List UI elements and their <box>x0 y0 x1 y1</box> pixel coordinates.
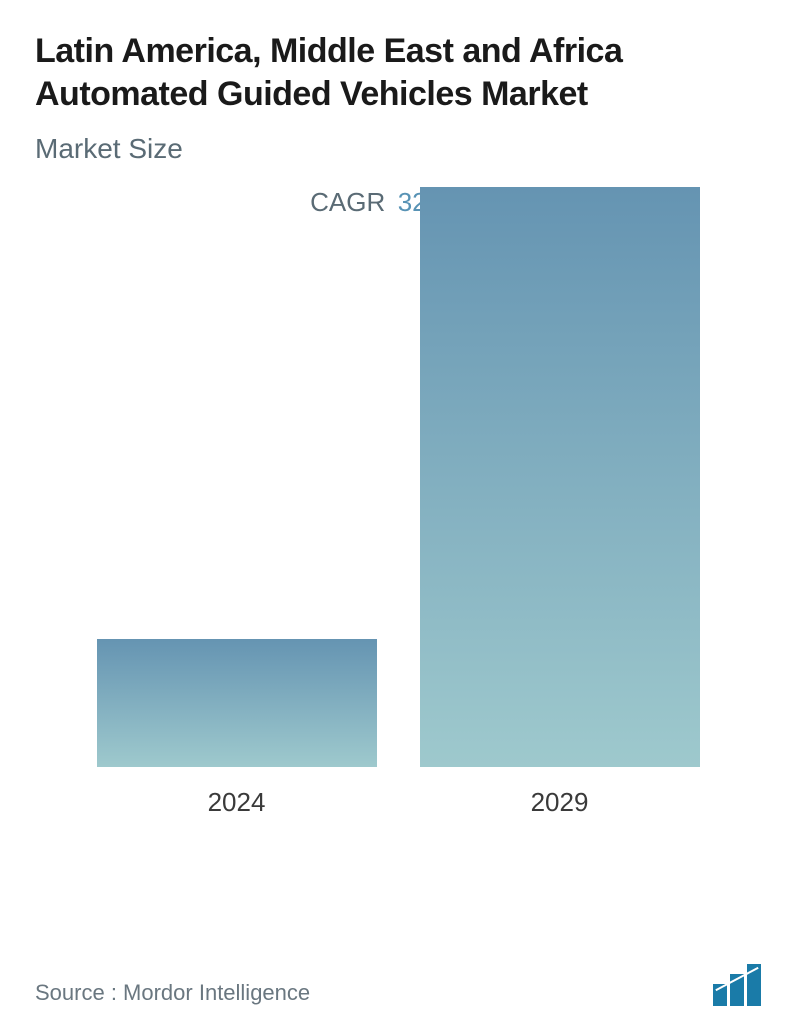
chart-subtitle: Market Size <box>35 133 761 165</box>
bar-1 <box>420 187 700 767</box>
bar-0 <box>97 639 377 767</box>
bar-label-0: 2024 <box>208 787 266 818</box>
bars-container: 2024 2029 <box>35 238 761 818</box>
chart-area: 2024 2029 <box>35 238 761 878</box>
source-text: Source : Mordor Intelligence <box>35 980 310 1006</box>
bar-label-1: 2029 <box>531 787 589 818</box>
chart-title: Latin America, Middle East and Africa Au… <box>35 30 761 115</box>
bar-group-1: 2029 <box>420 187 700 818</box>
logo <box>713 964 761 1006</box>
cagr-label: CAGR <box>310 187 385 217</box>
bar-group-0: 2024 <box>97 639 377 818</box>
footer: Source : Mordor Intelligence <box>35 964 761 1006</box>
